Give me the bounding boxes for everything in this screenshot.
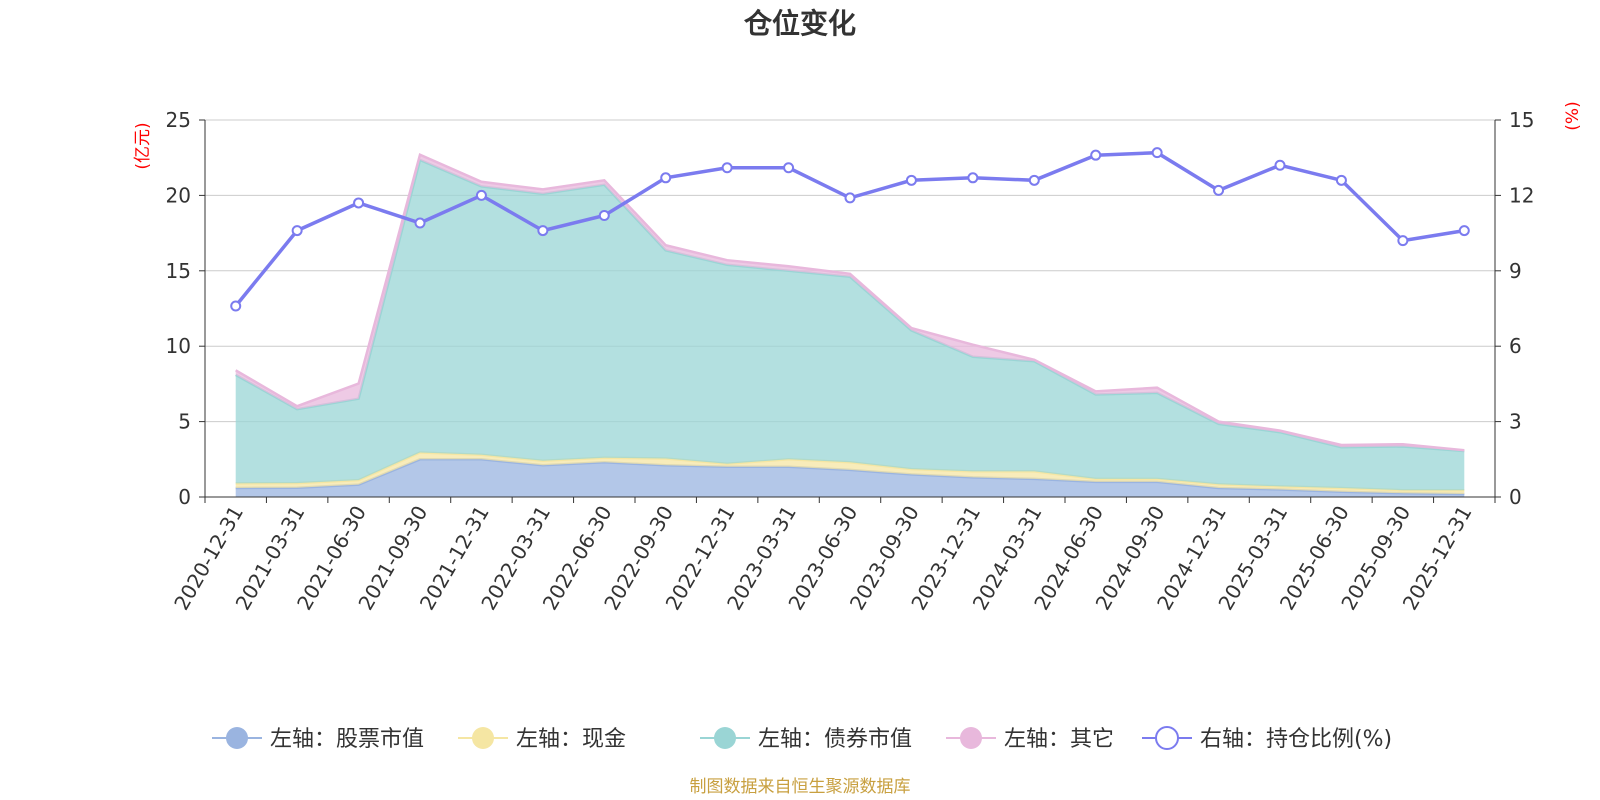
left-axis-tick-label: 15 (166, 259, 191, 283)
ratio-point (721, 162, 733, 174)
ratio-point (291, 225, 303, 237)
right-axis-tick-label: 6 (1509, 334, 1522, 358)
right-axis-tick-label: 3 (1509, 410, 1522, 434)
legend-marker-icon (226, 727, 248, 749)
legend-label: 左轴：其它 (1004, 727, 1114, 752)
stacked-areas (235, 152, 1465, 497)
right-axis-unit: (%) (1563, 101, 1583, 130)
ratio-point (1335, 174, 1347, 186)
ratio-point (598, 210, 610, 222)
legend-item[interactable]: 右轴：持仓比例(%) (1142, 726, 1392, 752)
area-左轴：债券市值 (235, 160, 1465, 491)
legend-marker-icon (714, 727, 736, 749)
chart-title: 仓位变化 (744, 7, 856, 40)
ratio-line-series (230, 147, 1470, 312)
legend-marker-icon (472, 727, 494, 749)
left-axis-tick-label: 20 (166, 183, 191, 207)
legend-label: 右轴：持仓比例(%) (1200, 727, 1392, 752)
ratio-point (1090, 149, 1102, 161)
left-axis-unit: (亿元) (133, 122, 153, 169)
ratio-point (414, 217, 426, 229)
left-axis-tick-label: 25 (166, 108, 191, 132)
ratio-point (230, 300, 242, 312)
area-edge-左轴：其它 (235, 152, 1465, 452)
ratio-point (353, 197, 365, 209)
area-左轴：股票市值 (235, 459, 1465, 497)
ratio-point (1458, 225, 1470, 237)
ratio-point (1397, 235, 1409, 247)
left-axis-tick-label: 0 (178, 485, 191, 509)
ratio-point (783, 162, 795, 174)
legend-item[interactable]: 左轴：其它 (946, 727, 1114, 752)
legend-label: 左轴：现金 (516, 727, 626, 752)
right-axis-tick-label: 15 (1509, 108, 1534, 132)
left-axis-tick-label: 10 (166, 334, 191, 358)
ratio-point (660, 172, 672, 184)
ratio-point (967, 172, 979, 184)
right-axis-tick-label: 9 (1509, 259, 1522, 283)
ratio-point (1274, 159, 1286, 171)
legend[interactable]: 左轴：股票市值 左轴：现金 左轴：债券市值 左轴：其它 右轴：持仓比例(%) (212, 726, 1392, 752)
legend-item[interactable]: 左轴：现金 (458, 727, 626, 752)
legend-marker-icon (1155, 726, 1179, 750)
ratio-point (905, 174, 917, 186)
ratio-point (844, 192, 856, 204)
legend-marker-icon (960, 727, 982, 749)
ratio-point (1028, 174, 1040, 186)
ratio-point (1213, 184, 1225, 196)
area-左轴：现金 (235, 452, 1465, 494)
left-axis-tick-label: 5 (178, 410, 191, 434)
ratio-point (475, 189, 487, 201)
legend-label: 左轴：股票市值 (270, 727, 424, 752)
legend-label: 左轴：债券市值 (758, 727, 912, 752)
right-axis-tick-label: 0 (1509, 485, 1522, 509)
ratio-point (1151, 147, 1163, 159)
ratio-point (537, 225, 549, 237)
legend-item[interactable]: 左轴：债券市值 (700, 727, 912, 752)
source-note: 制图数据来自恒生聚源数据库 (690, 777, 911, 797)
legend-item[interactable]: 左轴：股票市值 (212, 727, 424, 752)
right-axis-tick-label: 12 (1509, 183, 1534, 207)
